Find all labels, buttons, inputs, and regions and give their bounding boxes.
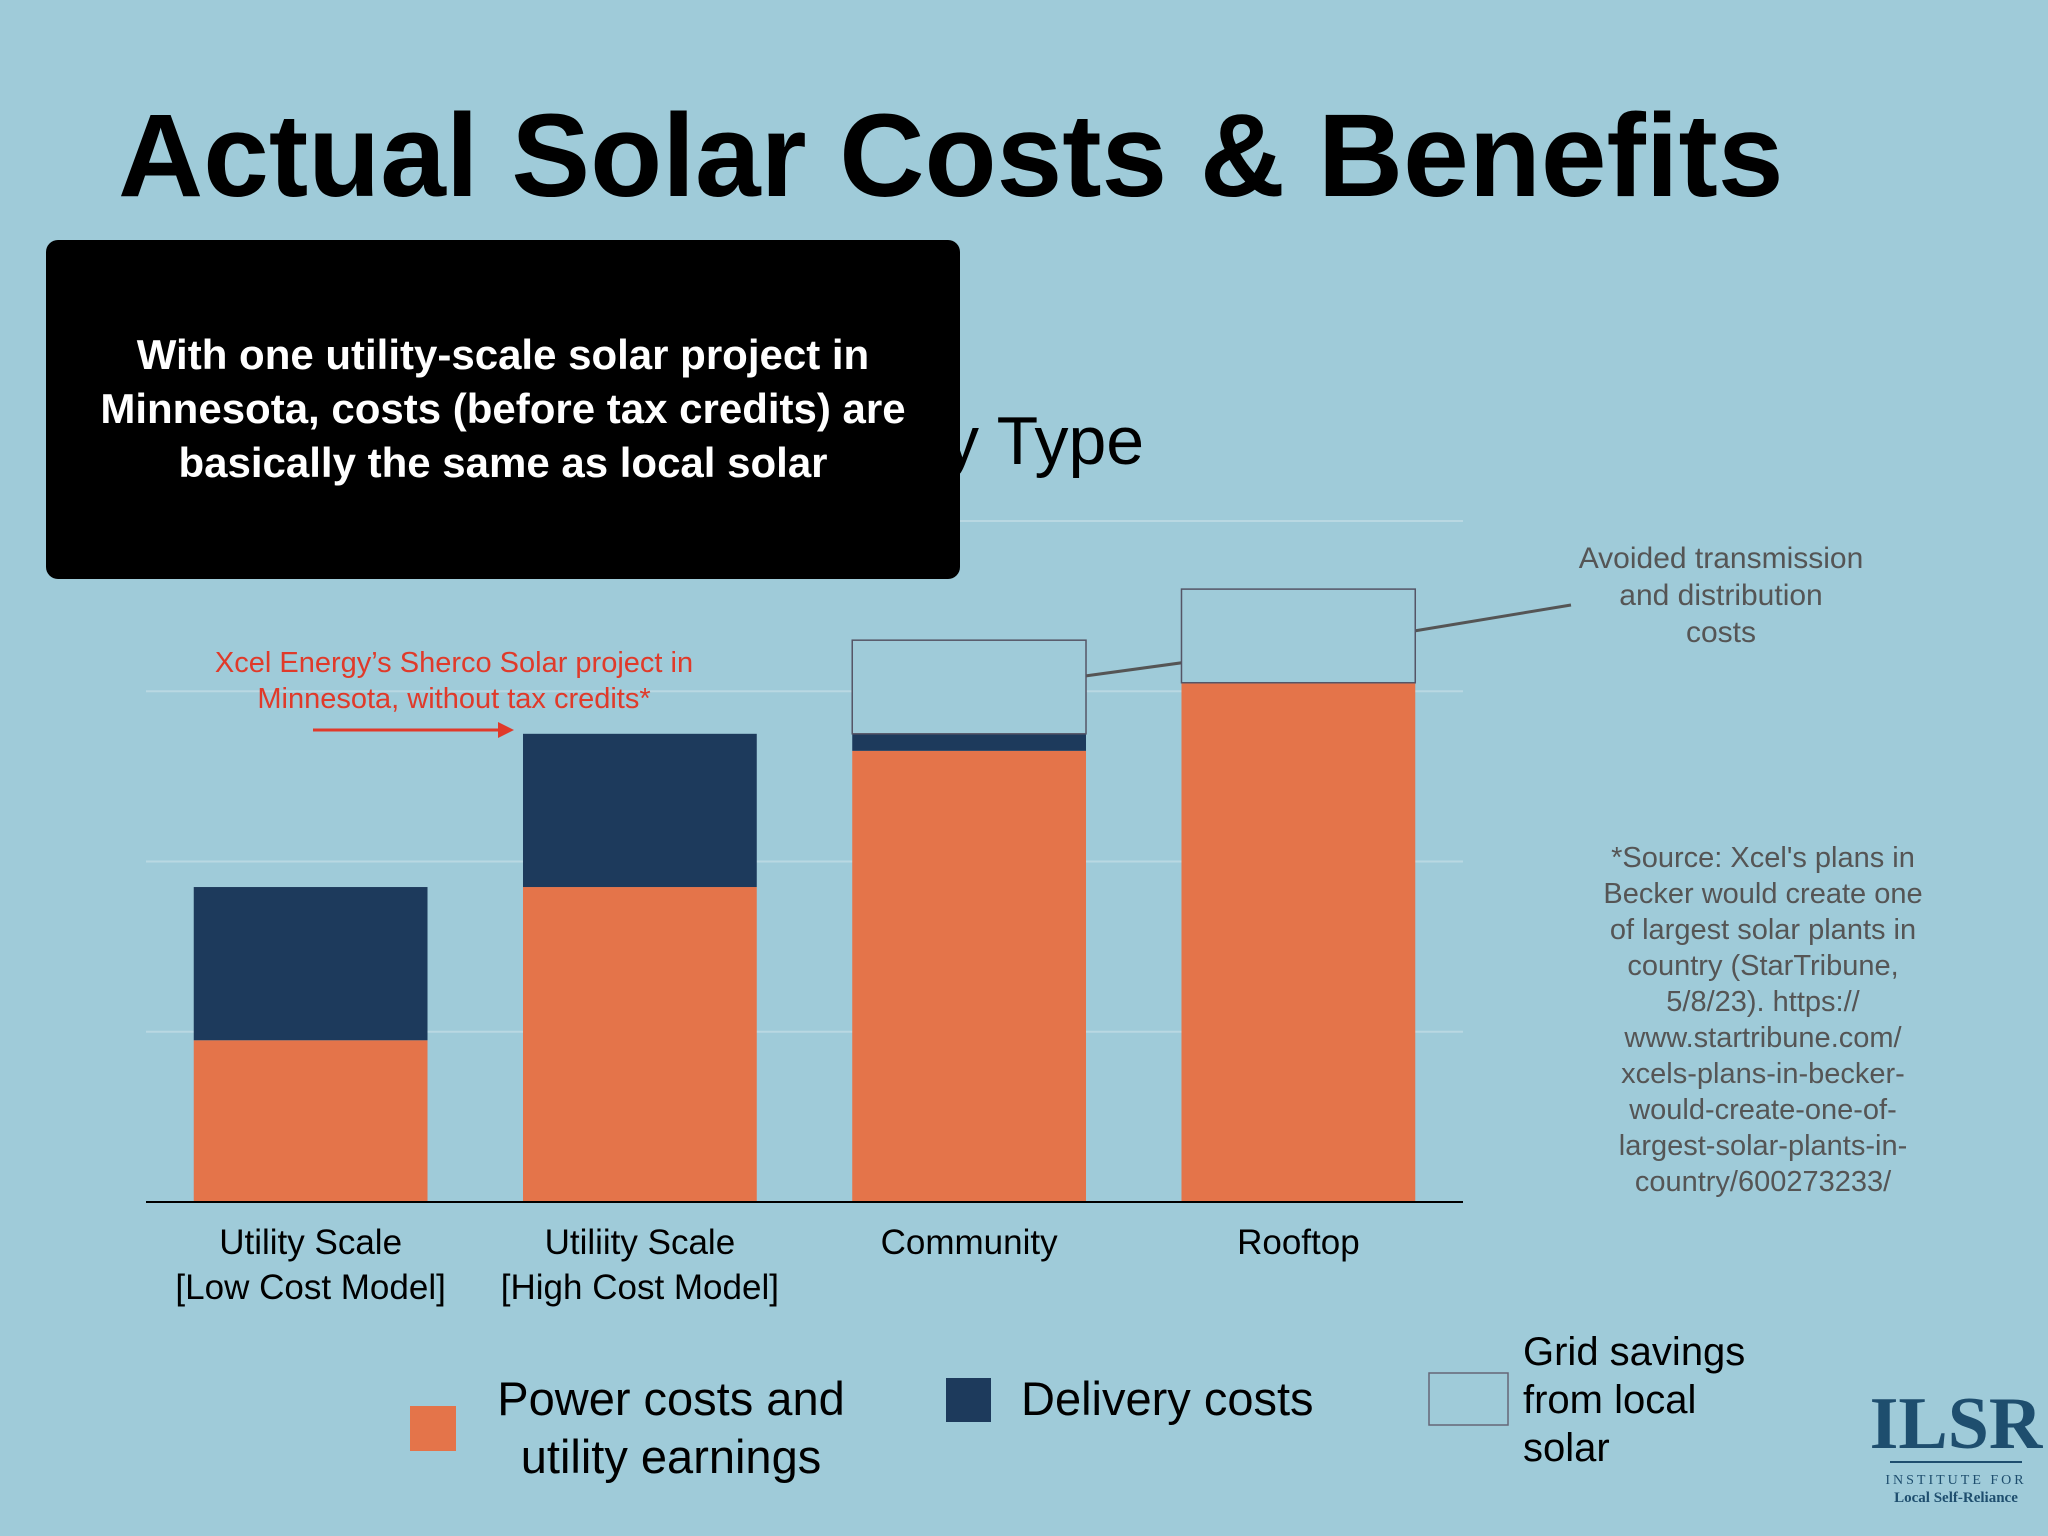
legend-swatch <box>410 1406 456 1451</box>
chart-title: Actual Solar Costs & Benefits <box>118 90 1783 222</box>
x-tick-label: Rooftop <box>1237 1223 1360 1262</box>
callout-box <box>46 240 960 579</box>
x-tick-label: Utility Scale [Low Cost Model] <box>175 1223 446 1307</box>
legend-swatch <box>1428 1372 1509 1426</box>
logo-text: INSTITUTE FOR <box>1885 1473 2026 1488</box>
legend-label: Power costs and utility earnings <box>497 1372 845 1483</box>
bar-segment <box>1180 588 1417 684</box>
legend-label: Delivery costs <box>1021 1372 1314 1425</box>
bar-segment <box>522 733 757 888</box>
bar-segment <box>193 1040 428 1202</box>
bar-segment <box>852 750 1087 1202</box>
legend-label: Grid savings from local solar <box>1523 1330 1746 1470</box>
bar-segment <box>851 639 1087 735</box>
arrow-head <box>498 722 514 738</box>
x-tick-label: Community <box>880 1223 1058 1262</box>
legend-swatch <box>946 1378 991 1422</box>
bar-segment <box>1181 682 1416 1202</box>
bar-segment <box>193 887 428 1041</box>
source-note: *Source: Xcel's plans in Becker would cr… <box>1603 842 1923 1198</box>
logo: ILSR <box>1870 1383 2044 1465</box>
annotation: Avoided transmission and distribution co… <box>1578 542 1864 649</box>
x-tick-label: Utiliity Scale [High Cost Model] <box>500 1223 779 1307</box>
bar-segment <box>522 887 757 1202</box>
callout: With one utility-scale solar project in … <box>100 331 906 486</box>
connector <box>1413 603 1572 633</box>
bar-segment <box>852 733 1087 751</box>
logo-text: Local Self-Reliance <box>1894 1490 2018 1506</box>
chart-subtitle: y Type <box>945 403 1144 479</box>
annotation: Xcel Energy’s Sherco Solar project in Mi… <box>214 647 694 715</box>
